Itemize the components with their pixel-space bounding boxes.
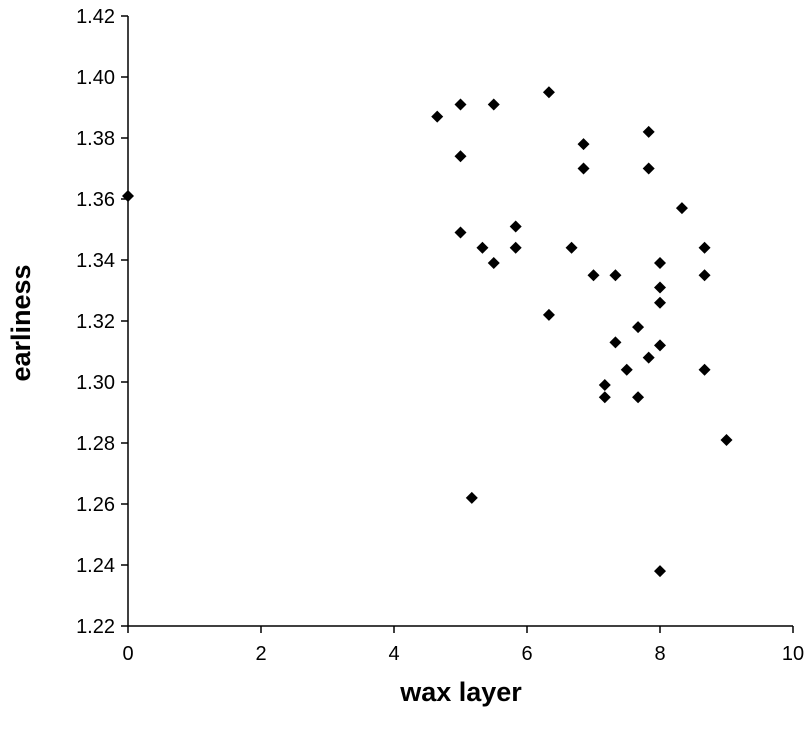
data-point [122, 189, 134, 202]
data-point [654, 339, 666, 352]
data-point [454, 226, 467, 239]
data-point [509, 241, 522, 254]
data-point [587, 269, 600, 282]
data-point [698, 241, 711, 254]
x-tick-label: 10 [782, 643, 804, 665]
data-point [698, 269, 711, 282]
data-point [654, 565, 666, 578]
data-point [431, 110, 444, 123]
data-point [454, 98, 467, 111]
y-tick-label: 1.34 [76, 250, 115, 272]
data-point [577, 138, 590, 151]
x-axis-title: wax layer [399, 677, 522, 707]
y-axis-title: earliness [6, 264, 36, 381]
data-point [720, 433, 733, 446]
y-tick-label: 1.22 [76, 616, 115, 638]
data-point [675, 202, 688, 215]
x-tick-label: 0 [122, 643, 133, 665]
y-tick-label: 1.28 [76, 433, 115, 455]
data-point [642, 351, 655, 364]
y-axis-ticks: 1.22 1.24 1.26 1.28 1.30 1.32 1.34 1.36 1.38 1.40… [76, 6, 128, 638]
data-point [487, 98, 500, 111]
y-tick-label: 1.26 [76, 494, 115, 516]
data-point [698, 363, 711, 376]
data-point [509, 220, 522, 233]
y-tick-label: 1.38 [76, 128, 115, 150]
data-points [122, 86, 733, 578]
data-point [598, 391, 611, 404]
data-point [632, 391, 645, 404]
data-point [654, 257, 666, 270]
data-point [642, 162, 655, 175]
x-tick-label: 8 [654, 643, 665, 665]
y-tick-label: 1.36 [76, 189, 115, 211]
y-tick-label: 1.42 [76, 6, 115, 28]
data-point [542, 86, 555, 99]
data-point [598, 379, 611, 392]
data-point [542, 308, 555, 321]
data-point [476, 241, 489, 254]
x-tick-label: 2 [255, 643, 266, 665]
x-tick-label: 4 [388, 643, 399, 665]
y-tick-label: 1.32 [76, 311, 115, 333]
data-point [654, 296, 666, 309]
data-point [609, 269, 622, 282]
data-point [632, 321, 645, 334]
data-point [454, 150, 467, 163]
y-tick-label: 1.40 [76, 67, 115, 89]
data-point [609, 336, 622, 349]
data-point [577, 162, 590, 175]
data-point [565, 241, 578, 254]
data-point [465, 491, 478, 504]
x-axis-ticks: 0 2 4 6 8 10 [122, 626, 804, 665]
y-tick-label: 1.30 [76, 372, 115, 394]
y-tick-label: 1.24 [76, 555, 115, 577]
data-point [620, 363, 633, 376]
data-point [654, 281, 666, 294]
x-tick-label: 6 [521, 643, 532, 665]
data-point [487, 257, 500, 270]
data-point [642, 125, 655, 138]
